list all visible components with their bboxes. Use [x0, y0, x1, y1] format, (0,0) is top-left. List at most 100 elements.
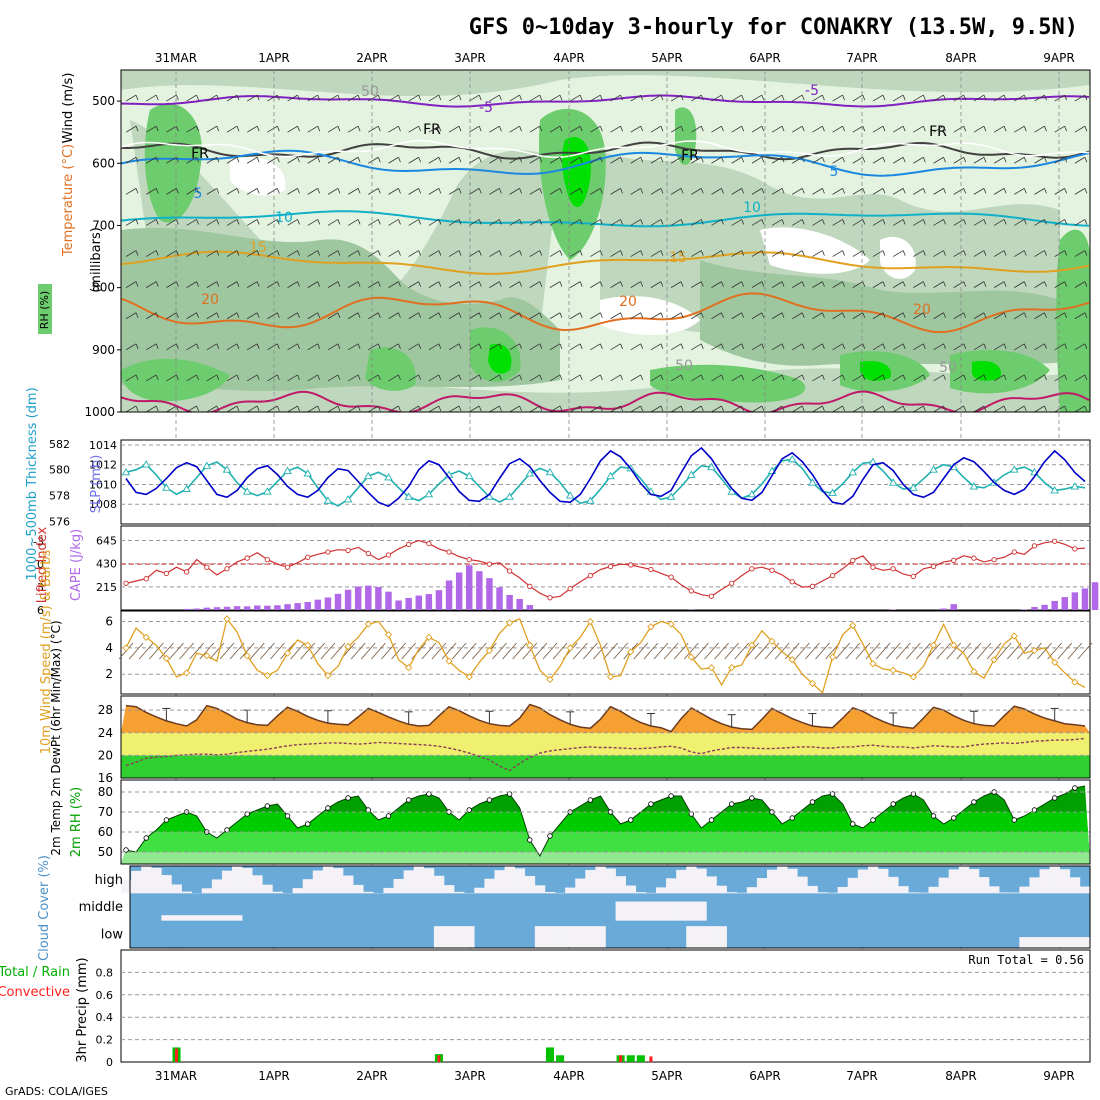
- wind-speed-point: [142, 633, 150, 641]
- wind-barb: [428, 281, 440, 288]
- wind-barb: [650, 188, 662, 195]
- li-point: [264, 556, 271, 563]
- wind-barb: [206, 312, 218, 320]
- wind-barb: [256, 157, 260, 163]
- wind-barb: [691, 405, 702, 412]
- wind-barb: [660, 374, 664, 381]
- wind-barb: [832, 94, 843, 102]
- wind-barb: [933, 250, 944, 257]
- cape-bar: [466, 565, 473, 610]
- wind-barb: [640, 94, 644, 101]
- wind-barb: [246, 125, 258, 133]
- wind-barb: [943, 405, 946, 412]
- wind-barb: [781, 157, 785, 163]
- thickness-line-point: [141, 460, 151, 468]
- cape-bar: [314, 599, 322, 610]
- cloud-block: [1079, 937, 1091, 948]
- rh-shading: [121, 70, 1090, 97]
- li-point: [850, 557, 856, 564]
- cloud-block: [221, 915, 233, 921]
- wind-barb: [892, 94, 904, 102]
- wind-barb: [963, 374, 967, 381]
- wind-barb: [388, 312, 399, 320]
- wind-barb: [711, 250, 722, 257]
- li-tick-label: 3: [37, 581, 44, 594]
- wind-barb: [993, 343, 1005, 351]
- wind-barb: [135, 157, 139, 163]
- cape-bar: [496, 587, 503, 610]
- wind-tick-label: 4: [105, 641, 113, 655]
- wind-barb: [1044, 157, 1047, 163]
- wind-barb: [670, 94, 682, 102]
- wind-barb: [377, 250, 381, 256]
- wind-barb: [1064, 219, 1068, 225]
- wind-barb: [438, 126, 442, 132]
- cloud-block: [504, 866, 515, 894]
- wind-barb: [913, 219, 924, 226]
- wind-barb: [499, 374, 502, 381]
- slp-line: [125, 446, 1086, 508]
- wind-barb: [469, 281, 480, 288]
- wind-barb: [1034, 343, 1045, 351]
- wind-barb: [660, 157, 664, 163]
- wind-barb: [347, 125, 359, 133]
- wind-barb: [842, 157, 845, 163]
- wind-barb: [761, 126, 765, 132]
- wind-barb: [388, 219, 399, 226]
- cloud-block: [625, 901, 637, 921]
- wind-barb: [448, 250, 460, 257]
- wind-barb: [246, 374, 258, 382]
- wind-barb: [529, 125, 541, 133]
- cloud-block: [968, 869, 980, 894]
- wind-barb: [327, 188, 339, 195]
- cloud-block: [413, 866, 425, 894]
- wind-barb: [1014, 343, 1025, 351]
- precip-conv-bar: [437, 1055, 441, 1062]
- wind-barb: [549, 250, 561, 257]
- wind-barb: [1023, 157, 1027, 163]
- li-point: [789, 579, 795, 585]
- wind-barb: [1003, 374, 1007, 381]
- wind-barb: [125, 281, 137, 288]
- wind-barb: [418, 157, 422, 163]
- rh-tick-label: 60: [98, 825, 113, 839]
- thickness-line-point: [1010, 465, 1019, 473]
- wind-barb: [549, 343, 561, 351]
- wind-barb: [953, 219, 964, 226]
- wind-barb-surface: [572, 642, 588, 660]
- wind-barb: [357, 281, 361, 287]
- wind-barb-surface: [229, 642, 245, 660]
- wind-barb: [519, 157, 522, 163]
- wind-barb: [832, 188, 843, 195]
- wind-barb: [630, 343, 641, 351]
- thickness-tick-label: 576: [49, 515, 70, 528]
- wind-barb: [670, 125, 682, 133]
- wind-barb: [368, 125, 379, 133]
- wind-barb: [700, 374, 704, 381]
- wind-barb: [216, 281, 220, 287]
- wind-barb: [206, 125, 218, 133]
- wind-barb: [256, 188, 260, 194]
- temp-tick-label: 16: [98, 771, 113, 785]
- cloud-block: [756, 878, 768, 894]
- wind-barb: [216, 250, 220, 256]
- wind-barb: [680, 94, 684, 101]
- wind-barb: [206, 188, 218, 195]
- wind-barb: [408, 281, 419, 288]
- wind-barb: [499, 250, 502, 256]
- wind-barb: [458, 343, 462, 349]
- wind-barb: [469, 250, 480, 257]
- wind-barb: [721, 250, 724, 256]
- wind-barb: [822, 343, 825, 349]
- wind-barb: [489, 156, 500, 164]
- pressure-axis-label: (millibars): [89, 227, 104, 293]
- cloud-block: [1029, 877, 1040, 894]
- wind-barb: [428, 188, 440, 195]
- wind-barb: [186, 374, 197, 382]
- isotherm-label: -5: [805, 83, 819, 99]
- wind-barb: [1054, 125, 1065, 133]
- wind-barb: [993, 219, 1005, 226]
- wind-barb: [700, 281, 704, 287]
- wind-barb: [741, 219, 745, 225]
- wind-barb: [428, 125, 440, 133]
